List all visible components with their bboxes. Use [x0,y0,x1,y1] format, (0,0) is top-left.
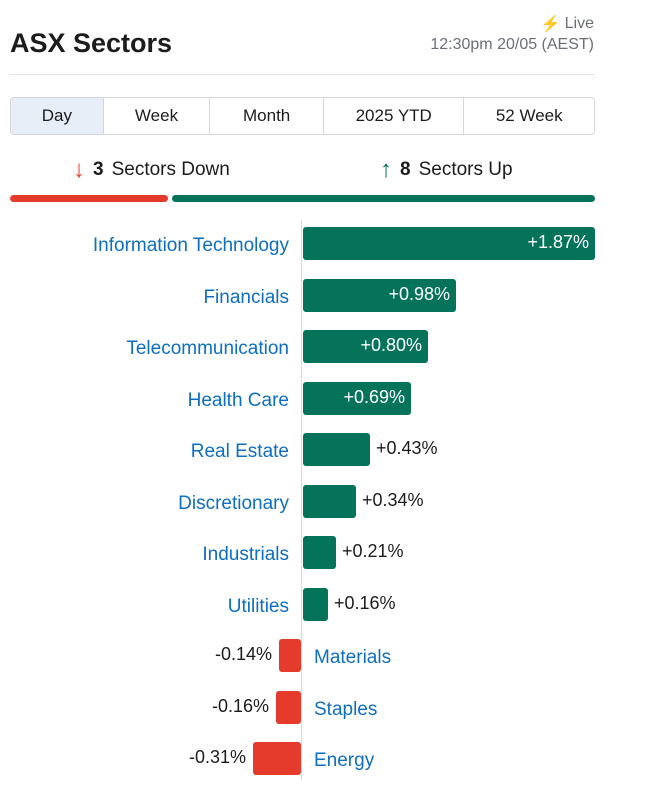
live-indicator: ⚡ Live [541,14,594,34]
sector-value: -0.14% [214,644,272,664]
sector-bar [253,742,301,775]
tab-52-week[interactable]: 52 Week [495,106,563,125]
header-divider [10,74,595,75]
sector-label[interactable]: Real Estate [190,441,289,462]
sector-row-information-technology[interactable]: Information Technology +1.87% [0,227,650,261]
sector-bar [276,691,301,724]
sector-bar [303,382,411,415]
breadth-bar [10,195,595,202]
sector-row-materials[interactable]: Materials -0.14% [0,639,650,673]
sector-bar [279,639,301,672]
sectors-up-label: Sectors Up [418,159,513,180]
sector-row-health-care[interactable]: Health Care +0.69% [0,382,650,416]
sector-bar [303,330,428,363]
sector-value: +0.16% [334,593,396,613]
breadth-bar-up [172,195,595,202]
lightning-icon: ⚡ [540,16,561,33]
sector-value: +1.87% [527,232,589,252]
arrow-up-icon: ↑ [380,156,392,183]
sector-label[interactable]: Industrials [202,544,289,565]
sector-row-discretionary[interactable]: Discretionary +0.34% [0,485,650,519]
arrow-down-icon: ↓ [73,156,85,183]
sectors-down-label: Sectors Down [111,159,230,180]
sector-bar [303,536,336,569]
sector-row-utilities[interactable]: Utilities +0.16% [0,588,650,622]
sector-bar [303,279,456,312]
sector-bar [303,433,370,466]
tab-month[interactable]: Month [210,98,324,134]
sector-label[interactable]: Discretionary [178,493,289,514]
sectors-up-summary: ↑ 8 Sectors Up [380,158,513,182]
sector-label[interactable]: Telecommunication [126,338,289,359]
sector-bar [303,227,595,260]
timestamp: 12:30pm 20/05 (AEST) [430,36,594,53]
sector-row-industrials[interactable]: Industrials +0.21% [0,536,650,570]
sectors-down-summary: ↓ 3 Sectors Down [73,158,230,182]
sector-row-real-estate[interactable]: Real Estate +0.43% [0,433,650,467]
sector-value: +0.34% [362,490,424,510]
sector-value: -0.31% [188,747,246,767]
sector-label[interactable]: Health Care [187,390,289,411]
sector-row-staples[interactable]: Staples -0.16% [0,691,650,725]
sectors-down-count: 3 [93,159,104,180]
sector-value: -0.16% [211,696,269,716]
page-title: ASX Sectors [10,28,173,58]
sector-label[interactable]: Information Technology [92,235,289,256]
tab-day[interactable]: Day [11,98,104,134]
sector-value: +0.80% [360,335,422,355]
period-tabs: Day Week Month 2025 YTD 52 Week [10,97,595,135]
sector-value: +0.43% [376,438,438,458]
sector-label[interactable]: Staples [314,699,378,720]
sector-bar [303,588,328,621]
tab-2025-ytd[interactable]: 2025 YTD [324,98,465,134]
sector-row-financials[interactable]: Financials +0.98% [0,279,650,313]
zero-axis [301,220,302,780]
live-label: Live [564,15,594,32]
sector-row-energy[interactable]: Energy -0.31% [0,742,650,776]
tab-week[interactable]: Week [104,98,211,134]
sector-label[interactable]: Utilities [227,596,289,617]
sector-label[interactable]: Financials [203,287,289,308]
sector-bar [303,485,356,518]
sectors-up-count: 8 [400,159,411,180]
sector-label[interactable]: Materials [314,647,392,668]
sector-value: +0.69% [343,387,405,407]
breadth-bar-down [10,195,168,202]
sector-label[interactable]: Energy [314,750,375,771]
sector-value: +0.98% [388,284,450,304]
sector-value: +0.21% [342,541,404,561]
sector-row-telecommunication[interactable]: Telecommunication +0.80% [0,330,650,364]
